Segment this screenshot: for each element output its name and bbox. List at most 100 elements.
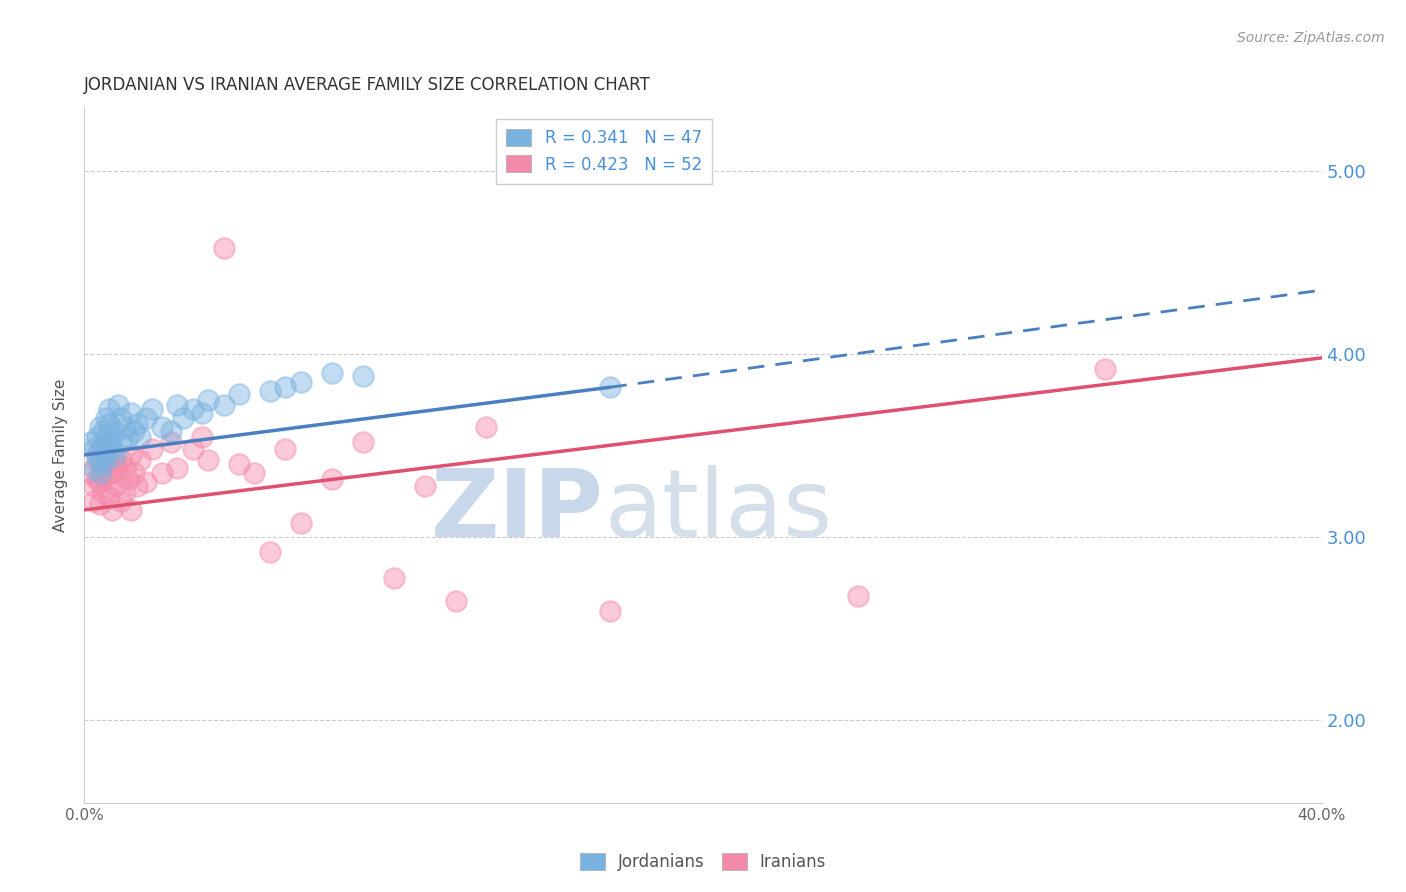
Point bbox=[181, 402, 204, 417]
Point bbox=[110, 453, 132, 467]
Point bbox=[104, 424, 127, 438]
Point bbox=[89, 453, 111, 467]
Point bbox=[89, 467, 111, 481]
Text: JORDANIAN VS IRANIAN AVERAGE FAMILY SIZE CORRELATION CHART: JORDANIAN VS IRANIAN AVERAGE FAMILY SIZE… bbox=[84, 77, 651, 95]
Point bbox=[129, 453, 152, 467]
Point bbox=[89, 420, 111, 434]
Point bbox=[98, 417, 121, 431]
Point bbox=[150, 467, 173, 481]
Point bbox=[120, 503, 142, 517]
Point bbox=[413, 479, 436, 493]
Point bbox=[135, 475, 157, 490]
Point bbox=[125, 479, 148, 493]
Point bbox=[321, 366, 343, 380]
Point bbox=[191, 429, 214, 443]
Point bbox=[104, 457, 127, 471]
Point bbox=[91, 460, 114, 475]
Point bbox=[197, 392, 219, 407]
Point bbox=[197, 453, 219, 467]
Point bbox=[475, 420, 498, 434]
Point bbox=[290, 375, 312, 389]
Point bbox=[94, 472, 117, 486]
Point bbox=[94, 429, 117, 443]
Point bbox=[274, 380, 297, 394]
Point bbox=[91, 424, 114, 438]
Point bbox=[101, 503, 124, 517]
Point bbox=[79, 435, 101, 450]
Point bbox=[101, 467, 124, 481]
Point bbox=[89, 442, 111, 457]
Point bbox=[98, 457, 121, 471]
Point bbox=[191, 406, 214, 420]
Point bbox=[212, 399, 235, 413]
Point bbox=[117, 429, 139, 443]
Y-axis label: Average Family Size: Average Family Size bbox=[53, 378, 69, 532]
Point bbox=[141, 402, 163, 417]
Point bbox=[86, 448, 108, 462]
Point bbox=[86, 453, 108, 467]
Point bbox=[91, 457, 114, 471]
Text: Source: ZipAtlas.com: Source: ZipAtlas.com bbox=[1237, 31, 1385, 45]
Point bbox=[86, 472, 108, 486]
Point bbox=[98, 402, 121, 417]
Point bbox=[172, 411, 194, 425]
Point bbox=[98, 439, 121, 453]
Point bbox=[129, 429, 152, 443]
Point bbox=[94, 448, 117, 462]
Point bbox=[83, 460, 105, 475]
Point bbox=[259, 545, 281, 559]
Point bbox=[382, 571, 405, 585]
Point bbox=[94, 448, 117, 462]
Point bbox=[89, 475, 111, 490]
Point bbox=[259, 384, 281, 398]
Point bbox=[141, 442, 163, 457]
Point bbox=[114, 420, 136, 434]
Legend: Jordanians, Iranians: Jordanians, Iranians bbox=[574, 847, 832, 878]
Point bbox=[160, 424, 183, 438]
Point bbox=[83, 479, 105, 493]
Text: ZIP: ZIP bbox=[432, 465, 605, 557]
Point bbox=[107, 399, 129, 413]
Point bbox=[120, 448, 142, 462]
Point bbox=[166, 399, 188, 413]
Point bbox=[107, 467, 129, 481]
Point bbox=[228, 387, 250, 401]
Point bbox=[110, 493, 132, 508]
Point bbox=[352, 435, 374, 450]
Point bbox=[83, 493, 105, 508]
Point bbox=[101, 442, 124, 457]
Point bbox=[91, 439, 114, 453]
Point bbox=[117, 472, 139, 486]
Point bbox=[94, 411, 117, 425]
Point bbox=[444, 594, 467, 608]
Point bbox=[79, 467, 101, 481]
Point bbox=[321, 472, 343, 486]
Point bbox=[120, 406, 142, 420]
Point bbox=[83, 442, 105, 457]
Point bbox=[110, 411, 132, 425]
Point bbox=[122, 467, 145, 481]
Point bbox=[181, 442, 204, 457]
Point bbox=[101, 429, 124, 443]
Point bbox=[352, 369, 374, 384]
Text: atlas: atlas bbox=[605, 465, 832, 557]
Point bbox=[274, 442, 297, 457]
Point bbox=[91, 484, 114, 499]
Point bbox=[599, 603, 621, 617]
Point bbox=[846, 589, 869, 603]
Point bbox=[104, 479, 127, 493]
Point bbox=[160, 435, 183, 450]
Point bbox=[125, 417, 148, 431]
Point bbox=[122, 424, 145, 438]
Point bbox=[1094, 362, 1116, 376]
Point bbox=[290, 516, 312, 530]
Point bbox=[135, 411, 157, 425]
Point bbox=[98, 490, 121, 504]
Point bbox=[114, 460, 136, 475]
Point bbox=[104, 448, 127, 462]
Point bbox=[243, 467, 266, 481]
Point bbox=[89, 497, 111, 511]
Point bbox=[166, 460, 188, 475]
Point bbox=[212, 241, 235, 255]
Point bbox=[228, 457, 250, 471]
